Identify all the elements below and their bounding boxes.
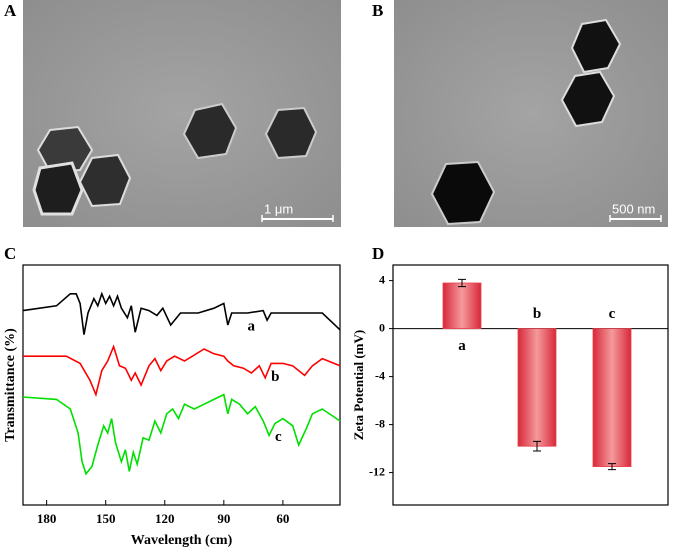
spectrum-line xyxy=(23,344,341,398)
scale-bar-label: 1 μm xyxy=(264,201,293,216)
x-tick-label: 90 xyxy=(217,511,230,526)
panel-label: B xyxy=(372,1,383,20)
spectrum-line xyxy=(22,291,341,335)
x-tick-label: 120 xyxy=(155,511,175,526)
category-label: c xyxy=(609,306,616,322)
bar xyxy=(592,328,632,468)
panel-label: C xyxy=(4,244,16,263)
x-tick-label: 180 xyxy=(37,511,57,526)
series-label: c xyxy=(275,429,282,445)
series-label: b xyxy=(271,369,279,385)
bar xyxy=(442,282,482,329)
error-bar xyxy=(458,278,466,288)
panel-label: D xyxy=(372,244,384,263)
y-axis-label: Zeta Potential (mV) xyxy=(351,330,366,440)
y-tick-label: -8 xyxy=(375,416,385,430)
bar xyxy=(517,328,557,447)
x-tick-label: 60 xyxy=(276,511,289,526)
category-label: a xyxy=(458,338,466,354)
x-axis-label: Wavelength (cm) xyxy=(131,533,233,548)
error-bar xyxy=(533,440,541,452)
panel-label: A xyxy=(4,1,17,20)
y-tick-label: 0 xyxy=(379,320,385,334)
category-label: b xyxy=(533,306,541,322)
series-label: a xyxy=(247,318,255,334)
frame xyxy=(22,264,341,506)
frame xyxy=(392,264,669,506)
error-bar xyxy=(608,463,616,471)
y-axis-label: Transmittance (%) xyxy=(3,328,18,442)
micrograph-b: 500 nm xyxy=(394,0,668,227)
scale-bar-label: 500 nm xyxy=(612,201,655,216)
y-tick-label: -4 xyxy=(375,368,385,382)
micrograph-a: 1 μm xyxy=(23,0,341,227)
y-tick-label: -12 xyxy=(369,464,385,478)
x-tick-label: 150 xyxy=(96,511,116,526)
y-tick-label: 4 xyxy=(379,272,385,286)
spectrum-line xyxy=(22,393,341,476)
